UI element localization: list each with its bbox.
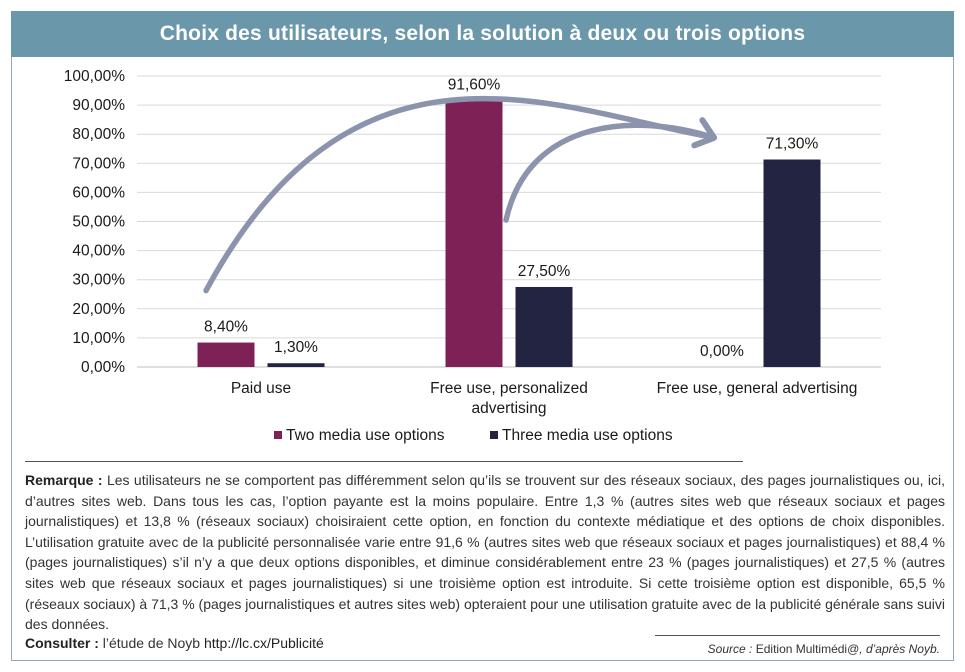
gridlines [137,75,881,368]
note-divider [25,461,743,462]
data-label: 0,00% [700,343,744,360]
legend: Two media use options Three media use opt… [274,427,673,444]
bar-three-options [515,286,573,367]
legend-swatch [274,431,282,439]
legend-swatch [490,431,498,439]
consult-text: l’étude de Noyb [102,635,201,651]
trend-arrows [203,95,718,294]
legend-label: Three media use options [502,427,673,444]
x-tick-label: advertising [472,400,547,417]
source-suffix: , d’après Noyb. [859,642,940,656]
remark-label: Remarque : [25,472,103,488]
x-tick-label: Free use, general advertising [657,380,858,397]
x-tick-label: Free use, personalized [430,380,588,397]
source-label: Source : [707,642,753,656]
y-tick-label: 10,00% [72,330,125,347]
x-tick-label: Paid use [231,380,291,397]
bar-two-options [445,100,503,367]
content-frame [11,57,954,661]
y-axis-ticks: 0,00% 10,00% 20,00% 30,00% 40,00% 50,00% 60,00… [64,68,125,376]
y-tick-label: 80,00% [72,126,125,143]
legend-label: Two media use options [286,427,445,444]
y-tick-label: 40,00% [72,243,125,260]
y-tick-label: 30,00% [72,272,125,289]
source-publisher: Edition Multimédi@ [755,642,860,656]
bar-three-options [267,363,325,367]
arrow-curve-secondary [503,117,718,223]
y-tick-label: 50,00% [72,214,125,231]
y-tick-label: 90,00% [72,97,125,114]
chart-title: Choix des utilisateurs, selon la solutio… [11,11,954,57]
data-label: 71,30% [766,136,819,153]
y-tick-label: 60,00% [72,184,125,201]
y-tick-label: 0,00% [81,359,125,376]
bars: 8,40% 1,30% 91,60% 27,50% 0,00% 71,30% [197,76,821,367]
consult-line: Consulter : l’étude de Noyb http://lc.cx… [25,635,324,651]
source-line: Source : Edition Multimédi@, d’après Noy… [708,642,940,656]
remark-text: Les utilisateurs ne se comportent pas di… [25,472,946,633]
source-divider [655,635,940,636]
remark-paragraph: Remarque : Les utilisateurs ne se compor… [25,470,945,635]
data-label: 1,30% [274,339,318,356]
consult-label: Consulter : [25,635,99,651]
consult-link[interactable]: http://lc.cx/Publicité [203,635,324,651]
y-tick-label: 100,00% [64,68,125,85]
x-axis-labels: Paid use Free use, personalized advertisin… [231,380,858,417]
bar-two-options [197,342,255,367]
bar-three-options [763,159,821,367]
data-label: 27,50% [518,263,571,280]
y-tick-label: 70,00% [72,155,125,172]
bar-chart: 0,00% 10,00% 20,00% 30,00% 40,00% 50,00% 60,00… [64,68,881,444]
y-tick-label: 20,00% [72,301,125,318]
data-label: 8,40% [204,319,248,336]
data-label: 91,60% [448,76,501,93]
